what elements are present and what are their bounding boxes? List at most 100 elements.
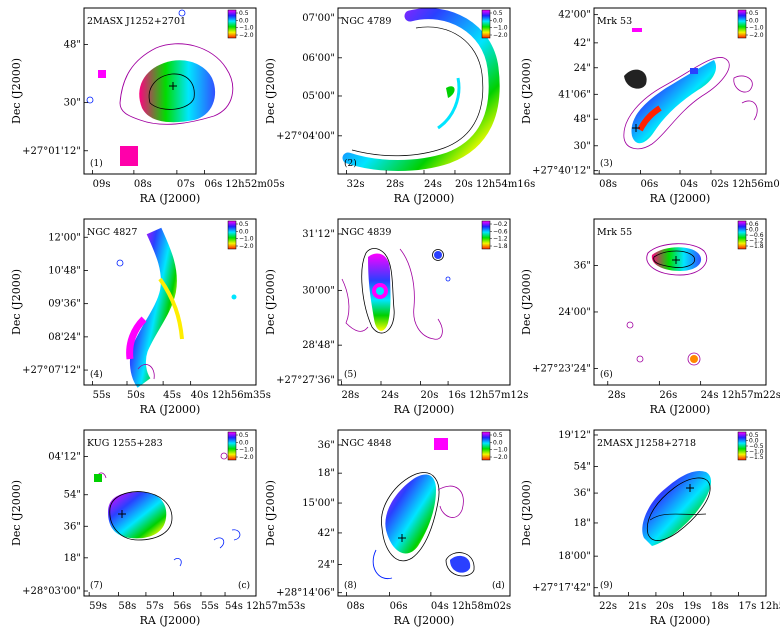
colorbar — [481, 220, 491, 250]
colorbar-tick-label: 0.0 — [749, 17, 759, 24]
panel-1: 0.50.0−1.0−2.0 2MASX J1252+2701 (1) 09s 08s 0… — [10, 7, 285, 205]
plot-frame — [593, 429, 767, 597]
panel-corner-label: (d) — [492, 580, 505, 591]
panel-3: 0.50.0−1.0−2.0 Mrk 53 (3) 08s 06s 04s 02s 12h5… — [520, 7, 780, 205]
x-tick-label: 17s 12h58m16s — [738, 601, 780, 612]
panel-index: (7) — [90, 580, 103, 591]
x-tick-label: 45s — [163, 390, 181, 401]
y-tick-label: 15'00" — [302, 498, 335, 509]
y-tick-label: 18" — [64, 553, 81, 564]
y-tick-label: 48" — [64, 40, 81, 51]
plot-frame — [593, 218, 767, 386]
y-tick-label: 31'12" — [302, 229, 335, 240]
map-image — [626, 243, 708, 366]
contour — [137, 364, 155, 380]
colorbar-tick-label: 0.0 — [493, 439, 503, 446]
colorbar-tick-label: −2.0 — [493, 32, 508, 39]
x-tick-label: 55s — [201, 601, 219, 612]
x-axis-label: RA (J2000) — [650, 192, 711, 205]
x-tick-label: 54s 12h57m53s — [225, 601, 305, 612]
y-tick-label: 30'00" — [302, 285, 335, 296]
colorbar-tick-label: 0.5 — [493, 10, 503, 17]
contour — [636, 355, 644, 363]
y-tick-label: +27°07'12" — [22, 365, 81, 376]
colorbar-tick-label: 0.5 — [493, 432, 503, 439]
y-tick-label: 41'06" — [558, 89, 591, 100]
x-axis-label: RA (J2000) — [394, 614, 455, 627]
contour — [646, 243, 708, 276]
plot-frame — [337, 218, 511, 386]
y-axis-label: Dec (J2000) — [520, 269, 533, 335]
y-tick-label: +28°14'06" — [276, 588, 335, 599]
colorbar-tick-label: −0.2 — [493, 221, 508, 228]
galaxy-color-map — [139, 60, 216, 123]
contour — [119, 43, 234, 125]
y-tick-label: 24'00" — [558, 307, 591, 318]
y-tick-label: 05'00" — [302, 91, 335, 102]
y-tick-label: 36" — [574, 260, 591, 271]
panel-index: (2) — [344, 158, 357, 169]
panel-title: KUG 1255+283 — [87, 438, 163, 449]
contour — [381, 472, 440, 562]
plot-frame — [337, 429, 511, 597]
y-tick-label: 06'00" — [302, 53, 335, 64]
panel-6: 0.60.0−0.6−1.2−1.8 Mrk 55 (6) 28s 26s 24s 12h… — [520, 218, 780, 416]
source-blob — [434, 438, 448, 450]
contour — [178, 9, 186, 17]
panel-title: NGC 4848 — [341, 438, 391, 449]
panel-index: (4) — [90, 369, 103, 380]
x-tick-label: 20s 12h54m16s — [455, 179, 535, 190]
panel-2: 0.50.0−1.0−2.0 NGC 4789 (2) 32s 28s 24s 20s 12… — [264, 7, 535, 205]
panel-index: (5) — [344, 369, 357, 380]
colorbar-tick-label: −1.0 — [493, 25, 508, 32]
galaxy-color-map — [642, 470, 712, 546]
contour — [231, 529, 241, 541]
colorbar-tick-label: −0.5 — [749, 443, 764, 450]
y-tick-label: 30" — [574, 141, 591, 152]
colorbar-tick-label: −0.6 — [749, 232, 764, 239]
x-tick-label: 24s — [424, 179, 442, 190]
x-tick-label: 40s 12h56m35s — [191, 390, 271, 401]
y-tick-label: +27°04'00" — [276, 131, 335, 142]
contour — [361, 248, 395, 334]
plot-frame — [83, 7, 257, 175]
panel-index: (6) — [600, 369, 613, 380]
colorbar-tick-label: 0.0 — [239, 439, 249, 446]
colorbar-tick-label: −2.0 — [493, 454, 508, 461]
x-axis-label: RA (J2000) — [140, 192, 201, 205]
source-blob — [624, 69, 647, 89]
x-axis-label: RA (J2000) — [650, 403, 711, 416]
x-tick-label: 08s — [134, 179, 152, 190]
y-axis-label: Dec (J2000) — [264, 58, 277, 124]
y-axis-label: Dec (J2000) — [520, 480, 533, 546]
galaxy-color-map — [129, 227, 177, 388]
y-tick-label: 54" — [64, 490, 81, 501]
colorbar-tick-label: −0.6 — [493, 228, 508, 235]
x-tick-label: 02s 12h56m00s — [711, 179, 780, 190]
contour — [649, 513, 707, 521]
map-image — [341, 248, 451, 340]
source-blob — [446, 86, 455, 98]
contour — [86, 96, 94, 104]
galaxy-color-map — [631, 60, 717, 144]
y-axis-label: Dec (J2000) — [520, 58, 533, 124]
y-tick-label: 30" — [64, 98, 81, 109]
x-tick-label: 24s 12h57m22s — [701, 390, 780, 401]
y-tick-label: 08'24" — [48, 332, 81, 343]
colorbar — [737, 431, 747, 461]
x-tick-label: 04s — [680, 179, 698, 190]
source-blob — [690, 355, 698, 363]
source-blob — [231, 294, 237, 300]
panel-title: 2MASX J1258+2718 — [597, 438, 696, 449]
y-tick-label: +27°17'42" — [532, 583, 591, 594]
x-axis-label: RA (J2000) — [650, 614, 711, 627]
y-tick-label: 54" — [574, 462, 591, 473]
panel-index: (1) — [90, 158, 103, 169]
contour — [148, 73, 195, 110]
y-tick-label: 28'48" — [302, 340, 335, 351]
panel-title: NGC 4839 — [341, 227, 391, 238]
contour — [173, 558, 182, 567]
panel-4: 0.50.0−1.0−2.0 NGC 4827 (4) 55s 50s 45s 40s 12… — [10, 218, 271, 416]
panel-7: 0.50.0−1.0−2.0 KUG 1255+283 (7) (c) 59s 58s 57… — [10, 429, 305, 627]
